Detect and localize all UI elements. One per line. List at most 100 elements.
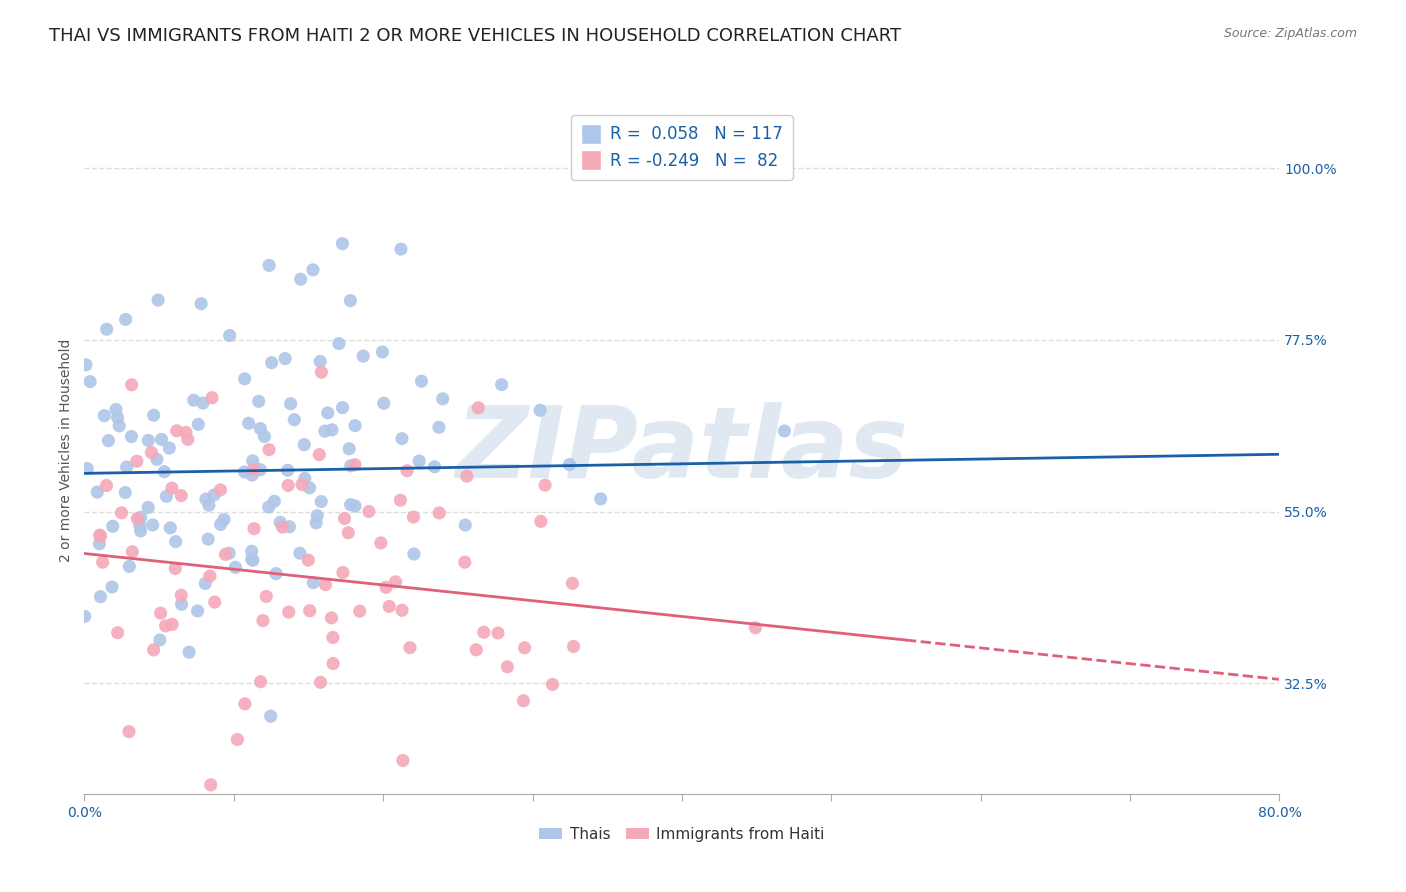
Point [91,555,114,569]
Point [155,489,177,503]
Point [513,640,536,655]
Point [107,625,129,640]
Point [541,677,564,691]
Point [190,296,212,310]
Point [465,642,488,657]
Point [166,424,188,438]
Text: THAI VS IMMIGRANTS FROM HAITI 2 OR MORE VEHICLES IN HOUSEHOLD CORRELATION CHART: THAI VS IMMIGRANTS FROM HAITI 2 OR MORE … [49,27,901,45]
Point [392,754,415,768]
Point [396,464,419,478]
Point [204,595,226,609]
Point [114,485,136,500]
Point [332,401,354,415]
Point [427,420,450,434]
Point [89,537,111,551]
Point [316,406,339,420]
Point [201,391,224,405]
Point [333,511,356,525]
Point [391,432,413,446]
Point [271,520,294,534]
Point [432,392,454,406]
Point [129,524,152,538]
Point [214,548,236,562]
Point [371,345,394,359]
Point [200,778,222,792]
Point [249,463,271,477]
Point [89,590,111,604]
Point [146,293,169,307]
Point [160,481,183,495]
Point [121,544,143,558]
Point [146,452,169,467]
Point [179,645,201,659]
Point [257,442,280,457]
Point [97,434,120,448]
Point [529,403,551,417]
Point [408,454,430,468]
Point [110,506,132,520]
Point [343,458,366,472]
Point [288,546,311,560]
Point [202,488,225,502]
Point [280,397,302,411]
Point [212,513,235,527]
Point [138,434,160,448]
Point [233,372,256,386]
Point [93,409,115,423]
Point [249,674,271,689]
Point [391,603,413,617]
Point [344,499,367,513]
Point [314,577,336,591]
Point [257,259,280,273]
Point [309,494,332,508]
Point [253,429,276,443]
Point [121,377,143,392]
Point [170,598,193,612]
Point [283,412,305,426]
Point [153,465,176,479]
Point [302,263,325,277]
Point [191,396,214,410]
Point [456,469,478,483]
Point [128,518,150,533]
Point [530,514,553,528]
Point [321,423,343,437]
Point [224,560,246,574]
Point [243,462,266,476]
Point [240,544,263,558]
Point [332,236,354,251]
Point [375,580,398,594]
Point [198,569,221,583]
Point [141,445,163,459]
Point [277,605,299,619]
Point [321,611,343,625]
Point [127,511,149,525]
Point [257,500,280,514]
Point [86,485,108,500]
Point [155,619,177,633]
Point [198,498,221,512]
Point [75,358,97,372]
Point [302,575,325,590]
Point [486,626,509,640]
Y-axis label: 2 or more Vehicles in Household: 2 or more Vehicles in Household [59,339,73,562]
Point [332,566,354,580]
Point [314,424,336,438]
Point [247,394,270,409]
Point [226,732,249,747]
Point [373,396,395,410]
Point [278,520,301,534]
Point [118,724,141,739]
Point [187,604,209,618]
Point [290,272,312,286]
Text: Source: ZipAtlas.com: Source: ZipAtlas.com [1223,27,1357,40]
Point [357,504,380,518]
Point [157,441,180,455]
Point [114,312,136,326]
Point [183,393,205,408]
Point [90,529,112,543]
Point [252,614,274,628]
Point [311,365,333,379]
Point [274,351,297,366]
Point [352,349,374,363]
